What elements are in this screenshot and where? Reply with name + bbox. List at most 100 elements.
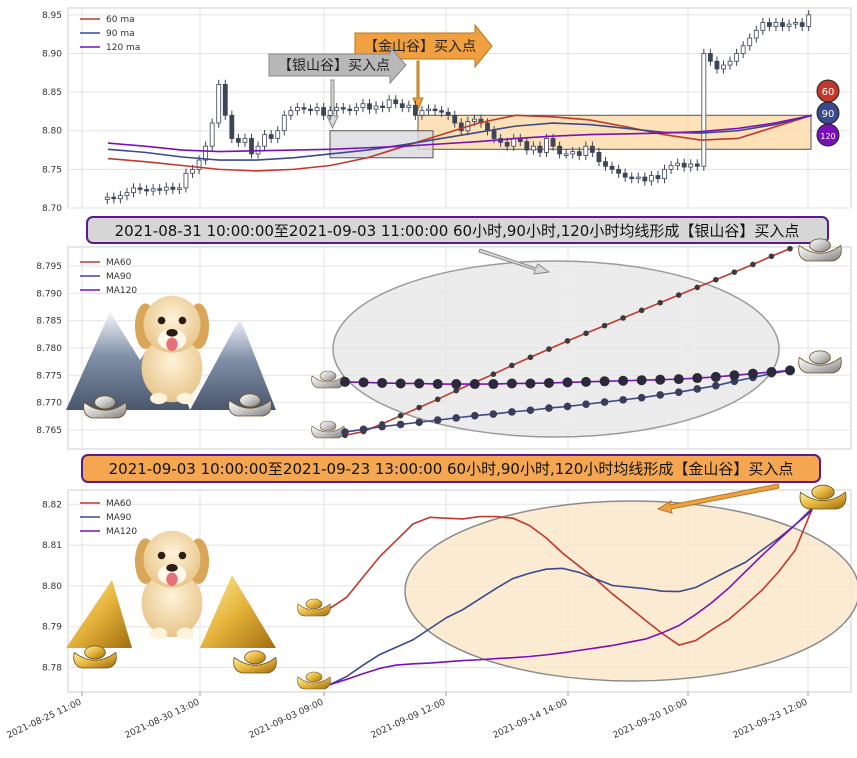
middle-ma90-point — [712, 381, 720, 390]
top-legend-label: 90 ma — [106, 29, 135, 39]
candle-body — [603, 161, 608, 167]
middle-ma90-point — [545, 404, 553, 412]
candle-body — [766, 22, 772, 27]
middle-silver-ingot-b-top — [319, 420, 337, 432]
candle-body — [104, 196, 110, 200]
candle-body — [308, 108, 313, 112]
middle-ytick-label: 8.765 — [36, 426, 62, 436]
bottom-ytick-label: 8.81 — [42, 541, 62, 551]
middle-ma90-point — [600, 398, 609, 406]
candle-body — [563, 153, 569, 156]
candle-body — [576, 151, 582, 156]
candle-body — [485, 122, 490, 132]
candle-body — [504, 141, 510, 147]
middle-ma90-point — [452, 414, 461, 422]
middle-silver-ingot-right-base — [228, 399, 272, 417]
candle-body — [655, 175, 661, 180]
gold-pyramid-right — [200, 575, 276, 648]
middle-ma120-point — [377, 377, 388, 388]
candle-body — [668, 165, 674, 170]
middle-ma120-point — [340, 376, 350, 387]
ma90-badge-label: 90 — [822, 109, 835, 120]
gold-pyramid-left — [66, 580, 132, 648]
middle-ma60-point — [453, 387, 460, 394]
middle-ma120-point — [451, 379, 462, 390]
middle-legend-label: MA60 — [106, 258, 132, 268]
middle-silver-ingot-a — [311, 370, 345, 389]
bottom-gold-ingot-top — [799, 484, 847, 510]
middle-ma90-point — [378, 422, 386, 431]
middle-silver-ingot-left-top — [94, 395, 116, 410]
middle-silver-ingot-mid-top — [809, 350, 831, 365]
middle-silver-ingot-top-top — [809, 238, 831, 253]
ma120-badge — [816, 123, 840, 147]
middle-ma120-point — [729, 370, 740, 381]
middle-ma60-point — [713, 276, 719, 283]
middle-ma60-point — [583, 330, 589, 337]
candle-body — [209, 122, 215, 147]
middle-ma60-point — [546, 346, 552, 352]
bottom-gold-ingot-left-base — [73, 651, 117, 669]
middle-ma60-point — [397, 412, 404, 419]
bottom-gold-ingot-b — [297, 671, 331, 690]
middle-ytick-label: 8.795 — [36, 262, 62, 272]
bottom-legend-label: MA90 — [106, 513, 132, 523]
candle-body — [406, 104, 412, 108]
candle-body — [701, 53, 707, 167]
candle-body — [721, 64, 726, 70]
candle-body — [773, 22, 779, 27]
middle-pointer-arrow — [478, 248, 551, 275]
golden-valley-zone — [417, 114, 812, 150]
middle-ma90-point — [563, 402, 572, 411]
candle-body — [380, 105, 386, 108]
candle-body — [367, 103, 372, 110]
candle-body — [301, 107, 307, 110]
candle-body — [629, 176, 635, 180]
middle-ma60-point — [638, 307, 645, 314]
middle-ytick-label: 8.775 — [36, 371, 62, 381]
candle-body — [419, 110, 425, 116]
candle-body — [399, 103, 405, 108]
candle-body — [170, 186, 176, 190]
middle-ma120-point — [766, 367, 777, 378]
middle-ma60-point — [731, 269, 738, 275]
candle-body — [544, 138, 549, 153]
candle-body — [799, 22, 805, 27]
candle-body — [294, 107, 300, 112]
bottom-ma120-line — [329, 509, 813, 686]
candle-body — [183, 172, 189, 189]
candle-body — [360, 103, 366, 108]
bottom-legend-label: MA120 — [106, 527, 137, 537]
bottom-gold-ingot-a — [297, 598, 331, 617]
candle-body — [648, 175, 654, 182]
candle-body — [334, 107, 340, 112]
bottom-gold-ingot-right-top — [244, 650, 266, 665]
middle-ma60-point — [416, 404, 422, 411]
candle-body — [642, 176, 648, 182]
middle-silver-ingot-left-base — [83, 401, 127, 419]
middle-ma120-point — [581, 376, 592, 387]
middle-ma120-point — [747, 368, 758, 379]
middle-ma60-point — [787, 245, 793, 252]
middle-ytick-label: 8.770 — [36, 399, 62, 409]
x-tick-label: 2021-08-25 11:00 — [6, 698, 84, 741]
middle-ma60-point — [750, 261, 756, 268]
candle-body — [432, 108, 438, 112]
bottom-gold-ingot-b-base — [297, 676, 331, 690]
silver-valley-callout-label: 【银山谷】买入点 — [278, 58, 390, 74]
candle-body — [393, 99, 399, 105]
bottom-ytick-label: 8.82 — [42, 500, 62, 510]
middle-ma120-point — [692, 373, 703, 384]
dog-body — [141, 333, 203, 403]
mark-layer — [104, 10, 813, 686]
candle-body — [117, 195, 123, 200]
dog-tongue — [166, 572, 178, 586]
silver-valley-callout — [268, 45, 407, 85]
middle-silver-ingot-top — [798, 238, 842, 262]
middle-legend-label: MA120 — [106, 286, 137, 296]
candle-body — [327, 110, 333, 116]
candle-body — [511, 138, 517, 147]
top-ma120-line — [107, 114, 813, 153]
candle-body — [681, 162, 687, 168]
